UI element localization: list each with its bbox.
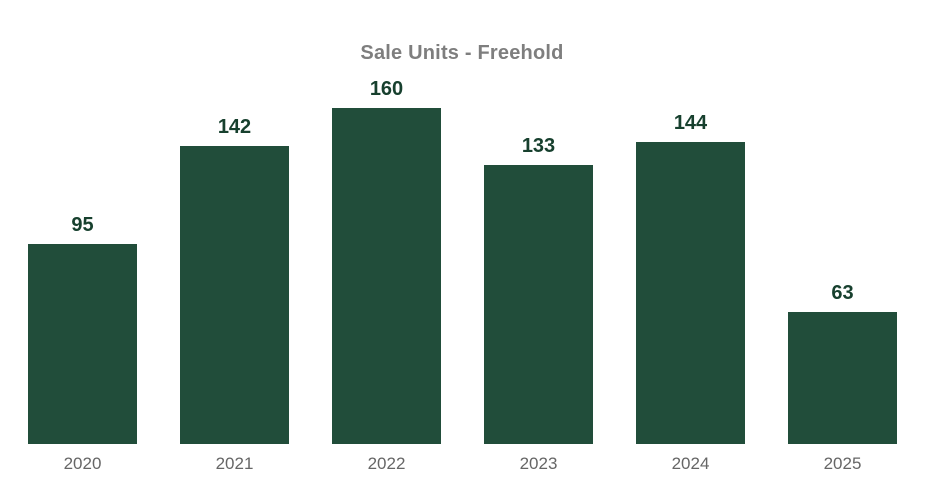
- bar: [28, 244, 137, 444]
- chart-title: Sale Units - Freehold: [360, 42, 564, 64]
- bar-group: 160 2022: [332, 0, 441, 472]
- bar: [332, 108, 441, 444]
- bar-group: 142 2021: [180, 0, 289, 472]
- bar-value-label: 142: [217, 116, 252, 138]
- bar-value-label: 144: [673, 112, 708, 134]
- bar: [180, 146, 289, 444]
- bar-value-label: 160: [369, 78, 404, 100]
- x-axis-tick-label: 2022: [367, 454, 406, 473]
- bar-group: 95 2020: [28, 0, 137, 472]
- x-axis-tick-label: 2021: [215, 454, 254, 473]
- bar-group: 144 2024: [636, 0, 745, 472]
- bar: [636, 142, 745, 444]
- x-axis-tick-label: 2024: [671, 454, 710, 473]
- bar: [788, 312, 897, 444]
- x-axis-tick-label: 2025: [823, 454, 862, 473]
- bar-value-label: 63: [831, 282, 854, 304]
- bar-value-label: 95: [71, 214, 94, 236]
- bar: [484, 165, 593, 444]
- x-axis-tick-label: 2020: [63, 454, 102, 473]
- bar-value-label: 133: [521, 135, 556, 157]
- bar-group: 63 2025: [788, 0, 897, 472]
- x-axis-tick-label: 2023: [519, 454, 558, 473]
- bar-group: 133 2023: [484, 0, 593, 472]
